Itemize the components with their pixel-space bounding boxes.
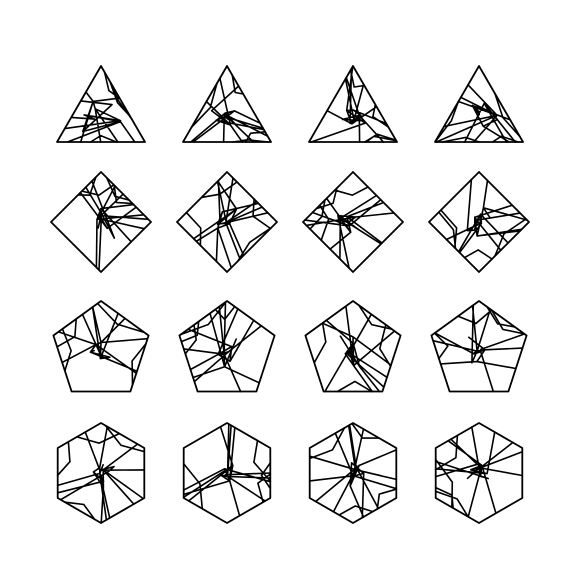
pentagon-outline — [178, 300, 276, 393]
hexagon-outline — [434, 422, 524, 524]
crack-lines — [310, 65, 398, 143]
shattered-hexagon-icon — [308, 422, 398, 524]
shattered-diamond-icon — [50, 171, 152, 273]
pentagon-outline — [430, 300, 528, 393]
shattered-diamond-icon — [176, 171, 278, 273]
icon-set — [50, 65, 530, 524]
hexagon-outline — [56, 422, 146, 524]
triangle-outline — [56, 65, 146, 143]
triangle-outline — [182, 65, 272, 143]
shattered-triangle-icon — [56, 65, 146, 143]
diamond-outline — [302, 171, 404, 273]
shattered-hexagon-icon — [56, 422, 146, 524]
crack-lines — [56, 424, 146, 524]
crack-lines — [432, 304, 526, 393]
hexagon-outline — [308, 422, 398, 524]
pentagon-outline — [52, 300, 150, 393]
shattered-pentagon-icon — [430, 300, 528, 393]
shattered-diamond-icon — [428, 171, 530, 273]
shattered-pentagon-icon — [52, 300, 150, 393]
crack-lines — [56, 302, 149, 386]
crack-lines — [438, 178, 528, 260]
shattered-triangle-icon — [434, 65, 524, 143]
shattered-triangle-icon — [182, 65, 272, 143]
crack-lines — [304, 186, 395, 269]
crack-lines — [180, 300, 262, 393]
shattered-hexagon-icon — [182, 422, 272, 524]
shattered-diamond-icon — [302, 171, 404, 273]
diamond-outline — [428, 171, 530, 273]
triangle-outline — [434, 65, 524, 143]
triangle-outline — [308, 65, 398, 143]
crack-lines — [77, 176, 150, 271]
crack-lines — [182, 423, 272, 517]
crack-lines — [64, 71, 136, 143]
crack-lines — [434, 426, 524, 518]
crack-lines — [434, 84, 521, 143]
shattered-pentagon-icon — [304, 300, 402, 393]
pentagon-outline — [304, 300, 402, 393]
crack-lines — [308, 422, 398, 519]
hexagon-outline — [182, 422, 272, 524]
shattered-pentagon-icon — [178, 300, 276, 393]
shattered-triangle-icon — [308, 65, 398, 143]
crack-lines — [185, 177, 273, 269]
diamond-outline — [176, 171, 278, 273]
crack-lines — [313, 304, 396, 393]
diamond-outline — [50, 171, 152, 273]
shattered-hexagon-icon — [434, 422, 524, 524]
crack-lines — [190, 74, 270, 143]
